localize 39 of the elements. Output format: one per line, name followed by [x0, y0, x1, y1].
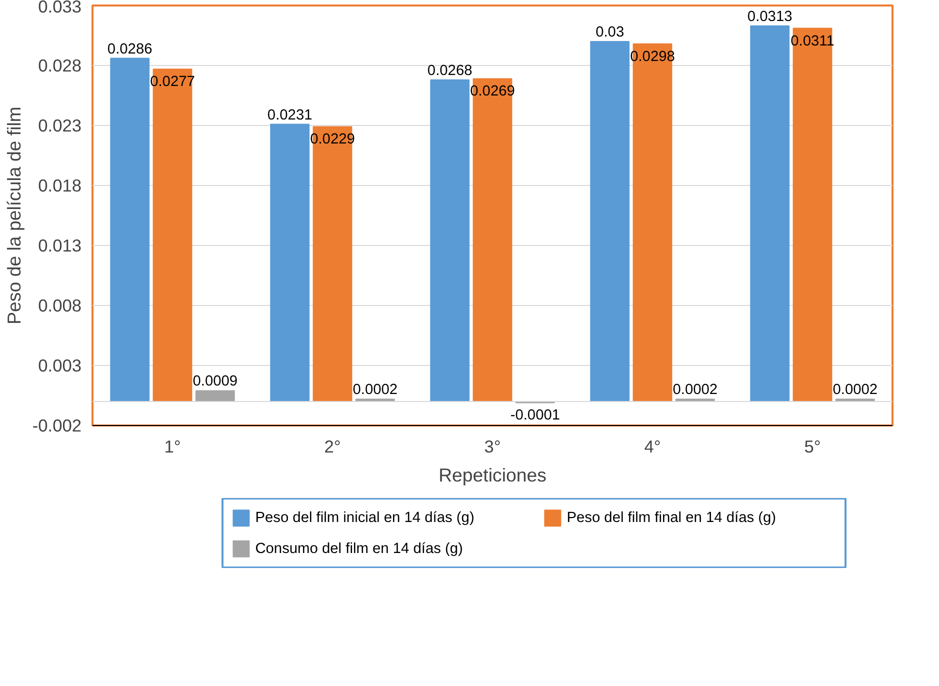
bar: [270, 124, 310, 402]
bar: [430, 79, 470, 402]
y-axis-title: Peso de la película de film: [3, 106, 24, 324]
bar: [312, 126, 352, 402]
data-label: -0.0001: [510, 408, 560, 424]
bar: [472, 78, 512, 402]
y-tick-label: -0.002: [32, 416, 82, 436]
bar: [195, 390, 235, 402]
bar: [792, 28, 832, 402]
legend-label: Peso del film inicial en 14 días (g): [255, 510, 474, 526]
legend-label: Consumo del film en 14 días (g): [255, 540, 463, 557]
y-tick-label: 0.018: [38, 176, 82, 196]
data-label: 0.0002: [352, 382, 398, 398]
data-label: 0.0231: [267, 107, 312, 124]
legend-label: Peso del film final en 14 días (g): [566, 510, 776, 526]
y-tick-label: 0.033: [38, 0, 82, 16]
data-label: 0.0002: [672, 382, 718, 398]
y-tick-label: 0.023: [38, 116, 82, 136]
y-tick-label: 0.013: [38, 236, 82, 256]
data-label: 0.0009: [192, 374, 238, 390]
bar: [632, 43, 672, 402]
data-label: 0.0313: [747, 8, 792, 25]
x-axis-title: Repeticiones: [438, 464, 546, 486]
data-label: 0.0286: [107, 41, 152, 58]
x-tick-label: 3°: [484, 436, 501, 456]
y-tick-label: 0.003: [38, 356, 82, 376]
x-tick-label: 5°: [804, 436, 821, 456]
x-tick-label: 4°: [644, 436, 661, 456]
x-tick-label: 1°: [164, 436, 181, 456]
data-label: 0.0268: [427, 62, 472, 79]
y-tick-label: 0.028: [38, 56, 82, 76]
bar: [590, 41, 630, 402]
y-tick-label: 0.008: [38, 296, 82, 316]
data-label: 0.03: [596, 24, 624, 40]
x-tick-label: 2°: [324, 436, 341, 456]
data-label: 0.0002: [832, 382, 878, 398]
bar: [110, 58, 150, 402]
bar: [152, 68, 192, 402]
bar: [750, 25, 790, 402]
